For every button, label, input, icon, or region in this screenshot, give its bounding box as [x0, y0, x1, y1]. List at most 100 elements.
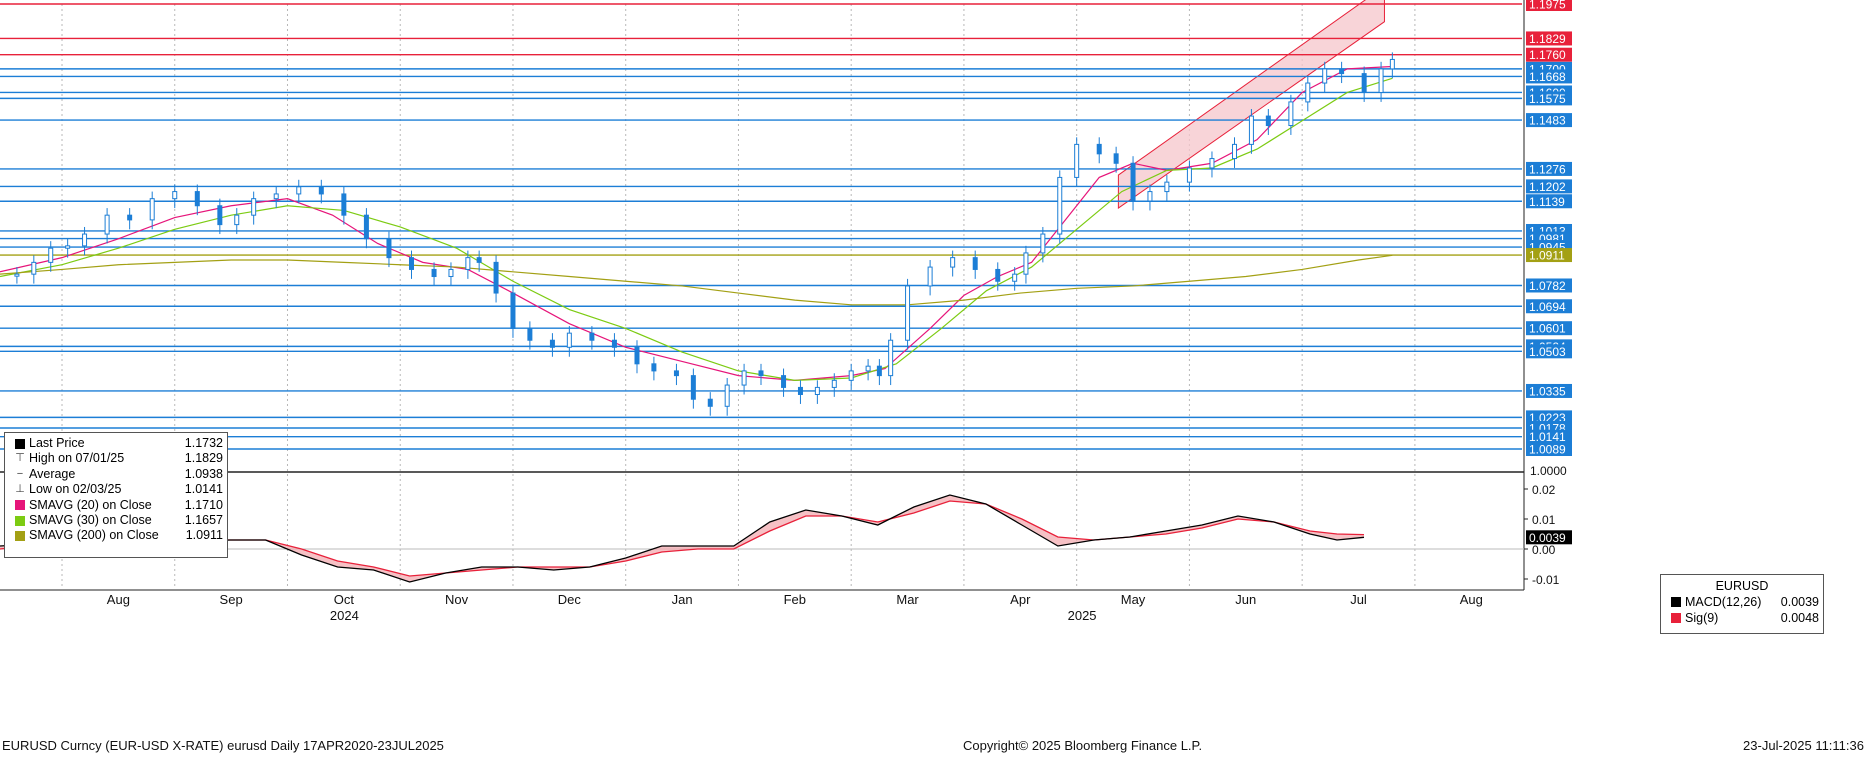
macd-value: 0.0039 — [1780, 595, 1819, 609]
macd-swatch — [1671, 597, 1681, 607]
x-month-label: Oct — [334, 592, 355, 607]
axis-price-tag-bg — [1526, 383, 1572, 398]
candle — [831, 379, 837, 388]
candle — [724, 384, 730, 407]
legend-value: 1.0141 — [184, 482, 223, 497]
macd-legend: EURUSD MACD(12,26) 0.0039 Sig(9) 0.0048 — [1660, 574, 1824, 634]
candle — [707, 398, 713, 407]
candle — [1248, 115, 1254, 145]
macd-legend-row: Sig(9) 0.0048 — [1665, 610, 1819, 626]
candle — [251, 198, 257, 216]
candle — [296, 186, 302, 195]
candle — [318, 186, 324, 195]
axis-price-tag: 1.0782 — [1526, 278, 1572, 293]
price-legend: Last Price 1.1732 ⊤ High on 07/01/25 1.1829−… — [4, 432, 228, 558]
axis-price-tag-bg — [1526, 161, 1572, 176]
candle — [217, 205, 223, 226]
candle — [673, 370, 679, 377]
candle — [493, 261, 499, 294]
candle — [566, 332, 572, 348]
axis-price-tag: 1.0335 — [1526, 383, 1572, 398]
candle — [65, 245, 71, 249]
candle — [1023, 252, 1029, 275]
axis-price-tag: 1.1829 — [1526, 31, 1572, 46]
candle — [14, 273, 20, 277]
axis-price-tag-bg — [1526, 248, 1572, 263]
axis-price-label: 1.1975 — [1529, 0, 1566, 12]
macd-tick-label: -0.01 — [1532, 573, 1560, 587]
axis-price-tag: 1.1276 — [1526, 161, 1572, 176]
candle — [1012, 273, 1018, 282]
candle — [1209, 158, 1215, 169]
x-year-label: 2025 — [1068, 608, 1097, 623]
legend-swatch — [15, 438, 25, 449]
candle — [1232, 143, 1238, 160]
candle — [341, 193, 347, 216]
macd-tick-label: 0.01 — [1532, 513, 1556, 527]
axis-price-label: 1.1139 — [1529, 195, 1565, 209]
sig-value: 0.0048 — [1780, 611, 1819, 625]
candle — [1113, 153, 1119, 164]
legend-label: Low on 02/03/25 — [29, 482, 122, 497]
candle — [1130, 162, 1136, 202]
candle — [888, 339, 894, 377]
legend-label: SMAVG (20) on Close — [29, 497, 152, 512]
legend-row: − Average 1.0938 — [9, 467, 223, 482]
axis-price-tag-bg — [1526, 194, 1572, 209]
sig-swatch — [1671, 613, 1681, 623]
axis-price-tag: 1.0141 — [1526, 429, 1572, 444]
candle — [31, 261, 37, 275]
legend-row: ⊥ Low on 02/03/25 1.0141 — [9, 482, 223, 497]
x-month-label: Jun — [1235, 592, 1256, 607]
candle — [1040, 233, 1046, 254]
x-month-label: Mar — [896, 592, 919, 607]
macd-legend-row: MACD(12,26) 0.0039 — [1665, 594, 1819, 610]
x-month-label: Aug — [107, 592, 130, 607]
footer-timestamp: 23-Jul-2025 11:11:36 — [1743, 738, 1864, 753]
candle — [876, 365, 882, 377]
candle — [814, 386, 820, 395]
legend-row: SMAVG (200) on Close 1.0911 — [9, 528, 223, 543]
candle — [476, 257, 482, 263]
axis-price-label: 1.0911 — [1529, 249, 1565, 263]
candle — [234, 214, 240, 226]
x-month-label: Jan — [672, 592, 693, 607]
axis-price-tag-bg — [1526, 0, 1572, 11]
axis-price-tag-bg — [1526, 321, 1572, 336]
candle — [995, 268, 1001, 282]
axis-price-tag: 1.0503 — [1526, 344, 1572, 359]
x-month-label: May — [1121, 592, 1146, 607]
macd-label: MACD(12,26) — [1685, 595, 1762, 609]
legend-label: Average — [29, 466, 76, 481]
axis-price-label: 1.1829 — [1529, 32, 1566, 46]
axis-price-label: 1.0601 — [1529, 322, 1566, 336]
legend-row: Last Price 1.1732 — [9, 436, 223, 451]
axis-price-tag: 1.1202 — [1526, 179, 1572, 194]
x-month-label: Apr — [1010, 592, 1031, 607]
sma-line — [0, 254, 1393, 306]
macd-tick-label: 0.02 — [1532, 483, 1556, 497]
sma-line — [0, 77, 1393, 381]
candle — [950, 257, 956, 268]
legend-swatch — [15, 515, 25, 526]
axis-price-tag-bg — [1526, 47, 1572, 62]
axis-price-tag-bg — [1526, 31, 1572, 46]
legend-value: 1.1710 — [184, 497, 223, 512]
candle — [758, 370, 764, 377]
candle — [781, 375, 787, 388]
macd-last-tag: 0.0039 — [1526, 530, 1572, 545]
legend-label: Last Price — [29, 436, 85, 450]
trend-channel — [1117, 0, 1385, 210]
axis-price-tag: 1.1975 — [1526, 0, 1572, 12]
candle — [549, 339, 555, 348]
axis-price-tag-bg — [1526, 429, 1572, 444]
axis-price-tag: 1.1139 — [1526, 194, 1572, 209]
axis-price-tag: 1.0694 — [1526, 299, 1572, 314]
axis-price-label: 1.0141 — [1529, 430, 1566, 444]
candle — [194, 191, 200, 207]
candle — [1305, 82, 1311, 103]
footer-security: EURUSD Curncy (EUR-USD X-RATE) eurusd Da… — [2, 738, 444, 753]
sma-line — [0, 65, 1393, 381]
candle — [127, 214, 133, 221]
